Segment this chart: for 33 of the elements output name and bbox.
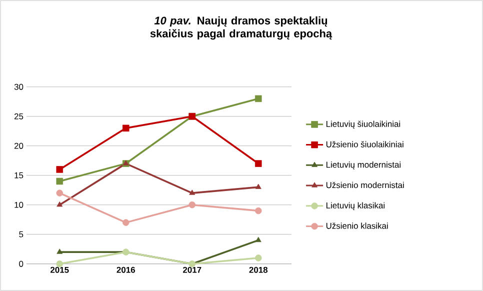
point <box>255 184 262 189</box>
y-tick-label: 25 <box>14 113 24 120</box>
legend-label: Užsienio modernistai <box>326 182 404 188</box>
point <box>122 124 130 132</box>
point <box>254 254 262 262</box>
y-tick-label: 20 <box>14 142 24 149</box>
y-tick-label: 5 <box>19 231 24 238</box>
point <box>56 190 64 196</box>
legend-label: Lietuvių klasikai <box>326 202 385 210</box>
x-tick-label: 2016 <box>116 266 135 273</box>
y-tick-label: 0 <box>19 260 24 267</box>
point <box>255 236 262 242</box>
point <box>56 201 63 207</box>
point <box>254 95 262 102</box>
chart-title: 10 pav. Naujų dramos spektaklių skaičius pagal dramaturgų epochą <box>150 16 332 40</box>
x-tick-label: 2017 <box>183 266 202 273</box>
legend-label: Užsienio klasikai <box>326 222 388 229</box>
point <box>56 248 63 254</box>
point <box>189 190 196 195</box>
y-tick-label: 30 <box>14 84 24 90</box>
y-tick-label: 15 <box>14 172 24 178</box>
legend-label: Lietuvių modernistai <box>326 161 401 170</box>
point <box>56 166 64 173</box>
point <box>254 207 262 214</box>
y-tick-label: 10 <box>14 202 24 208</box>
point <box>122 219 130 226</box>
x-tick-label: 2018 <box>249 266 268 273</box>
legend-label: Užsienio šiuolaikiniai <box>326 141 404 148</box>
point <box>56 178 64 185</box>
legend-label: Lietuvių šiuolaikiniai <box>326 120 400 129</box>
point <box>254 160 262 167</box>
x-tick-label: 2015 <box>50 266 69 273</box>
point <box>188 201 196 208</box>
